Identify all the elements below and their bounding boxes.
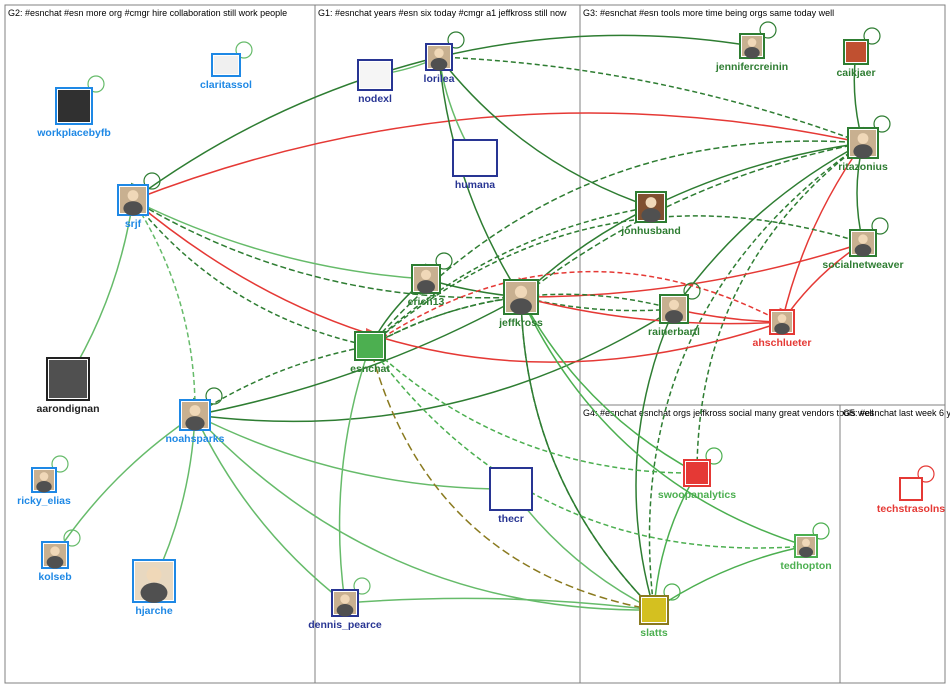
node-jeffkross[interactable]: jeffkross	[498, 280, 543, 329]
panel-label-G5: G5: #esnchat last week 6 years week's	[843, 408, 950, 418]
node-ritazonius[interactable]: ritazonius	[838, 128, 888, 173]
avatar	[360, 62, 390, 88]
node-label: erich13	[408, 296, 445, 308]
node-dennis_pearce[interactable]: dennis_pearce	[308, 590, 382, 631]
node-esnchat[interactable]: esnchat	[350, 332, 390, 375]
node-workplacebyfb[interactable]: workplacebyfb	[36, 88, 111, 139]
edge-srjf-erich13	[133, 200, 426, 279]
node-label: lorilea	[424, 73, 455, 85]
node-lorilea[interactable]: lorilea	[424, 44, 455, 85]
avatar	[642, 598, 666, 622]
node-label: ricky_elias	[17, 495, 71, 507]
node-noahsparks[interactable]: noahsparks	[166, 400, 225, 445]
node-label: rainerbartl	[648, 326, 700, 338]
avatar	[686, 462, 708, 484]
node-claritassol[interactable]: claritassol	[200, 54, 252, 91]
node-label: thecr	[498, 513, 524, 525]
node-kolseb[interactable]: kolseb	[38, 542, 71, 583]
node-label: esnchat	[350, 363, 390, 375]
avatar	[492, 470, 530, 508]
node-label: tedhopton	[780, 560, 831, 572]
edge-slatts-dennis_pearce	[345, 598, 654, 610]
edge-srjf-aarondignan	[68, 200, 133, 379]
node-label: ritazonius	[838, 161, 888, 173]
node-jennifercreinin[interactable]: jennifercreinin	[715, 34, 788, 73]
node-ricky_elias[interactable]: ricky_elias	[17, 468, 71, 507]
panel-label-G1: G1: #esnchat years #esn six today #cmgr …	[318, 8, 567, 18]
panel-G5	[840, 405, 945, 683]
node-label: ahschlueter	[753, 337, 812, 349]
node-hjarche[interactable]: hjarche	[133, 560, 175, 617]
node-slatts[interactable]: slatts	[640, 596, 668, 639]
node-label: techstrasolns	[877, 503, 945, 515]
edge-slatts-tedhopton	[654, 546, 806, 610]
avatar	[214, 56, 238, 74]
node-label: jeffkross	[498, 317, 543, 329]
node-socialnetweaver[interactable]: socialnetweaver	[822, 230, 903, 271]
edge-jonhusband-ritazonius	[651, 143, 863, 207]
edge-jeffkross-ritazonius	[521, 143, 863, 297]
network-graph: G2: #esnchat #esn more org #cmgr hire co…	[0, 0, 950, 688]
node-label: socialnetweaver	[822, 259, 903, 271]
node-label: jonhusband	[620, 225, 681, 237]
node-erich13[interactable]: erich13	[408, 265, 445, 308]
edges-layer	[52, 22, 934, 610]
edge-noahsparks-thecr	[195, 415, 511, 489]
node-label: aarondignan	[36, 403, 99, 415]
node-swoopanalytics[interactable]: swoopanalytics	[658, 460, 736, 501]
node-thecr[interactable]: thecr	[490, 468, 532, 525]
edge-lorilea-jennifercreinin	[439, 35, 752, 57]
node-humana[interactable]: humana	[453, 140, 497, 191]
panel-label-G2: G2: #esnchat #esn more org #cmgr hire co…	[8, 8, 287, 18]
avatar	[49, 360, 87, 398]
node-label: caikjaer	[836, 67, 875, 79]
node-label: slatts	[640, 627, 668, 639]
node-label: hjarche	[135, 605, 173, 617]
panel-label-G3: G3: #esnchat #esn tools more time being …	[583, 8, 834, 18]
edge-noahsparks-esnchat	[195, 346, 370, 415]
edge-noahsparks-slatts	[195, 415, 654, 610]
node-label: srjf	[125, 218, 142, 230]
node-label: dennis_pearce	[308, 619, 382, 631]
edge-jeffkross-slatts	[521, 297, 654, 610]
avatar	[846, 42, 866, 62]
avatar	[455, 142, 495, 174]
panel-label-G4: G4: #esnchat esnchat orgs jeffkross soci…	[583, 408, 873, 418]
node-ahschlueter[interactable]: ahschlueter	[753, 310, 812, 349]
node-label: nodexl	[358, 93, 392, 105]
node-label: workplacebyfb	[36, 127, 111, 139]
node-label: humana	[455, 179, 495, 191]
edge-srjf-esnchat	[133, 200, 370, 346]
edge-ritazonius-slatts	[649, 143, 863, 610]
avatar	[58, 90, 90, 122]
node-srjf[interactable]: srjf	[118, 185, 148, 230]
edge-tedhopton-esnchat	[370, 346, 806, 548]
avatar	[357, 334, 383, 358]
node-caikjaer[interactable]: caikjaer	[836, 40, 875, 79]
edge-socialnetweaver-jeffkross	[521, 243, 863, 297]
node-label: noahsparks	[166, 433, 225, 445]
avatar	[902, 480, 920, 498]
node-label: claritassol	[200, 79, 252, 91]
edge-ritazonius-rainerbartl	[674, 143, 863, 309]
edge-srjf-jeffkross	[133, 200, 521, 298]
edge-jeffkross-rainerbartl	[521, 297, 674, 311]
node-techstrasolns[interactable]: techstrasolns	[877, 478, 945, 515]
node-aarondignan[interactable]: aarondignan	[36, 358, 99, 415]
node-rainerbartl[interactable]: rainerbartl	[648, 295, 700, 338]
node-label: jennifercreinin	[715, 61, 788, 73]
node-nodexl[interactable]: nodexl	[358, 60, 392, 105]
edge-srjf-noahsparks	[133, 200, 195, 415]
edge-slatts-jeffkross	[521, 297, 654, 610]
node-label: kolseb	[38, 571, 71, 583]
node-label: swoopanalytics	[658, 489, 736, 501]
nodes-layer: claritassol workplacebyfb srjf aarondignan n…	[17, 34, 945, 639]
